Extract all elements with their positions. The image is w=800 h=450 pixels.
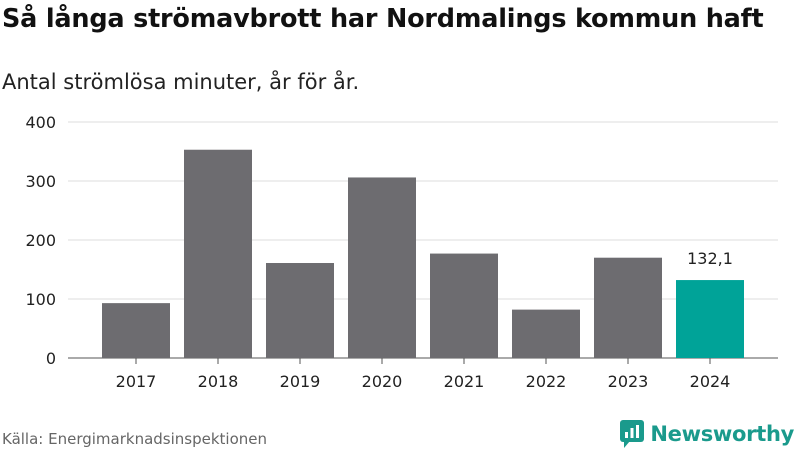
y-tick-label: 200	[25, 231, 56, 250]
bar-2024	[676, 280, 744, 358]
y-tick-label: 300	[25, 172, 56, 191]
bar-2017	[102, 303, 170, 358]
x-tick-label: 2022	[526, 372, 567, 391]
x-tick-label: 2018	[198, 372, 239, 391]
x-tick-label: 2019	[280, 372, 321, 391]
brand-logo: Newsworthy	[620, 420, 794, 448]
newsworthy-logo-icon	[620, 420, 645, 448]
x-tick-label: 2021	[444, 372, 485, 391]
source-note: Källa: Energimarknadsinspektionen	[2, 430, 268, 448]
brand-name: Newsworthy	[650, 422, 794, 446]
x-tick-label: 2020	[362, 372, 403, 391]
bar-2022	[512, 309, 580, 358]
x-tick-label: 2023	[608, 372, 649, 391]
chart-subtitle: Antal strömlösa minuter, år för år.	[2, 70, 360, 94]
y-tick-label: 400	[25, 113, 56, 132]
data-label: 132,1	[687, 249, 733, 268]
y-tick-label: 100	[25, 290, 56, 309]
bar-2023	[594, 257, 662, 358]
chart-title: Så långa strömavbrott har Nordmalings ko…	[2, 4, 764, 34]
bar-2020	[348, 177, 416, 358]
y-tick-label: 0	[46, 349, 56, 368]
bar-2019	[266, 263, 334, 358]
bar-2021	[430, 253, 498, 358]
bar-chart: 0 100 200 300 400 2017 2018 2019 2020 2021 2022 20…	[25, 113, 778, 391]
x-tick-label: 2017	[116, 372, 157, 391]
x-tick-label: 2024	[690, 372, 731, 391]
bar-2018	[184, 149, 252, 358]
